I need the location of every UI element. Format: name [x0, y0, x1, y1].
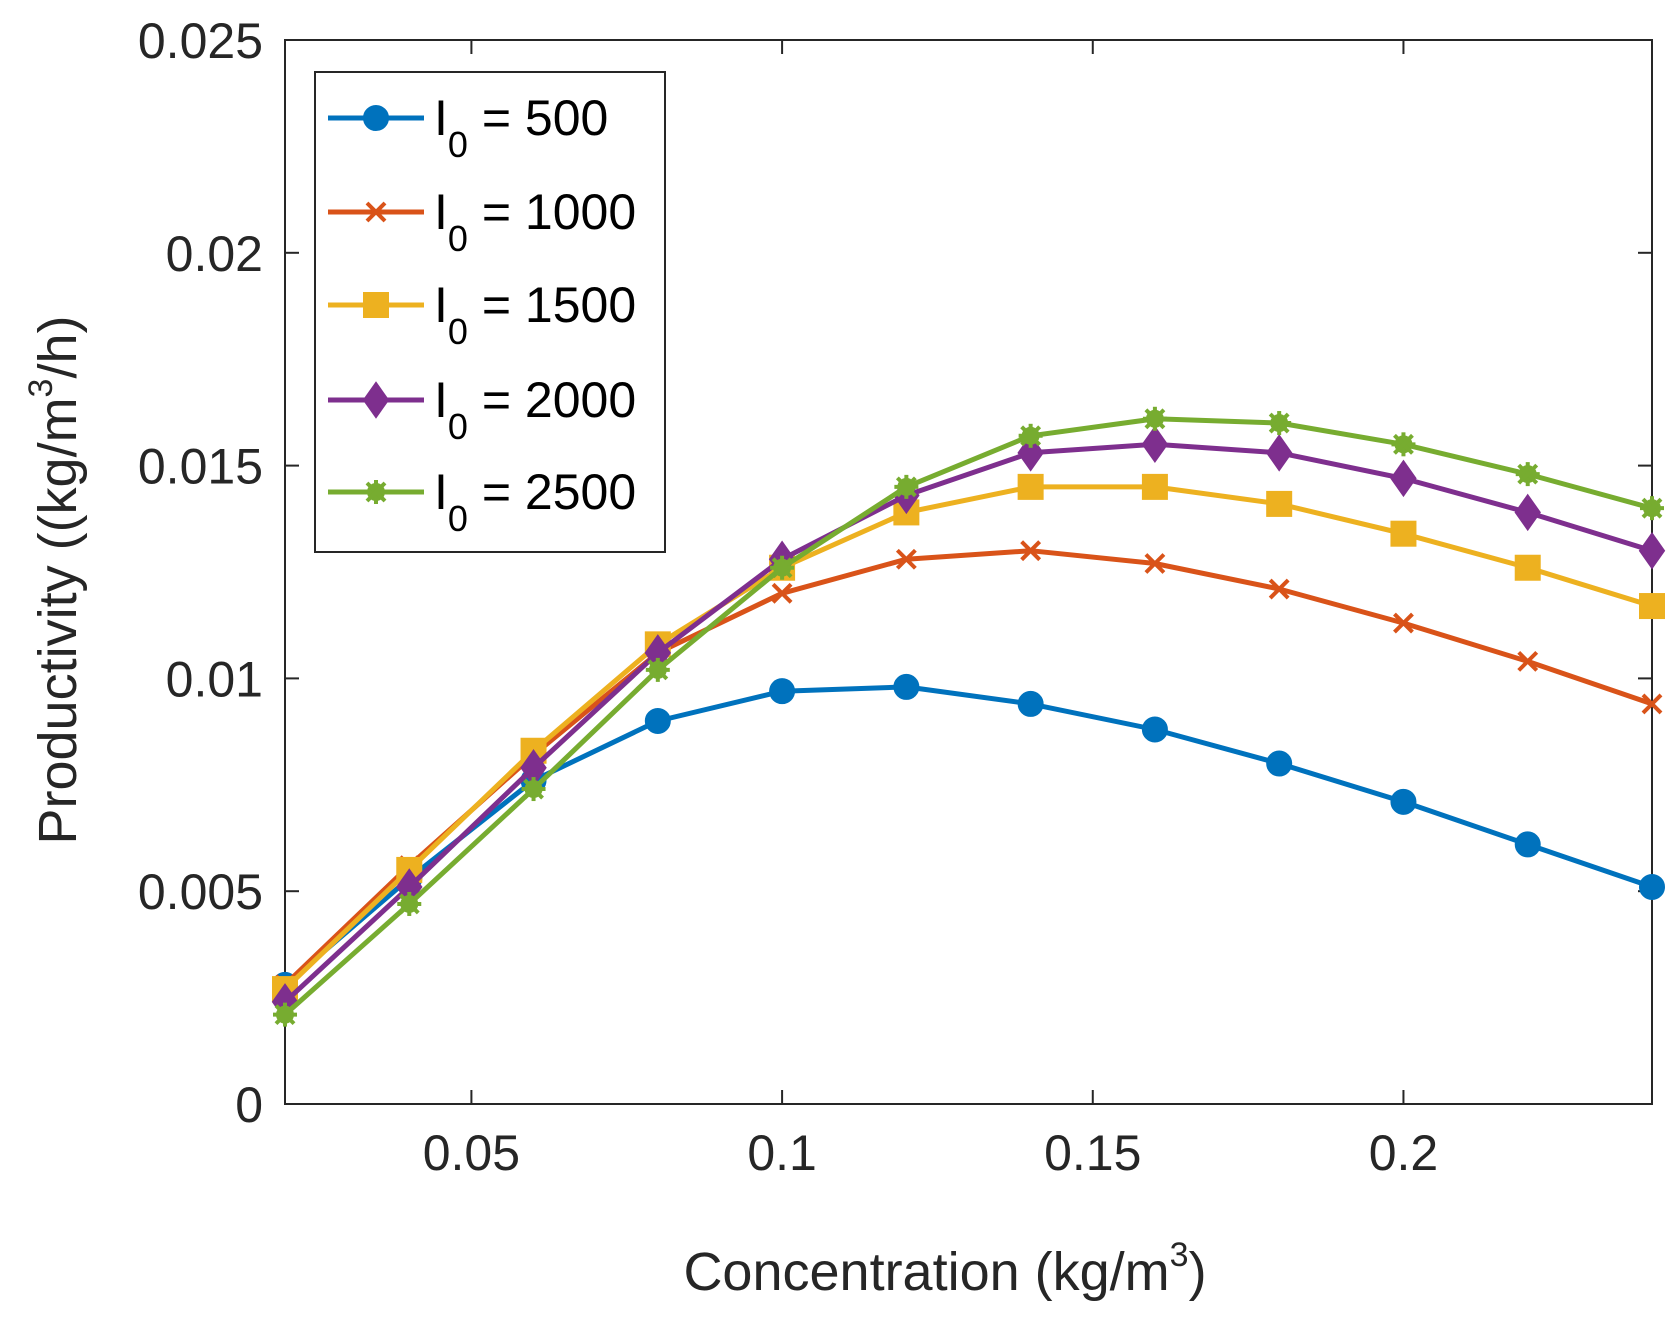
legend: I0 = 500 I0 = 1000 I0 = 1500 I0 = 2000 I0 = …	[314, 71, 666, 553]
data-point	[1141, 425, 1169, 464]
x-tick-label: 0.15	[1044, 1125, 1141, 1181]
data-point	[771, 582, 793, 604]
data-point	[1018, 423, 1043, 448]
data-point	[769, 678, 796, 705]
data-point	[1514, 554, 1541, 581]
data-point	[1638, 531, 1666, 570]
legend-marker	[365, 201, 387, 223]
legend-entry: I0 = 1000	[328, 184, 636, 259]
legend-label: I0 = 2500	[434, 464, 636, 539]
data-point	[1391, 432, 1416, 457]
data-point	[1020, 540, 1042, 562]
data-point	[1265, 434, 1293, 472]
data-point	[1144, 553, 1166, 574]
data-point	[521, 777, 546, 802]
y-tick-label: 0.005	[138, 864, 263, 920]
data-point	[1141, 716, 1168, 743]
legend-marker	[363, 105, 389, 131]
data-point	[1641, 693, 1663, 715]
data-point	[644, 707, 671, 734]
x-tick-label: 0.2	[1369, 1125, 1439, 1181]
data-point	[1393, 612, 1414, 634]
data-point	[1390, 459, 1417, 498]
data-point	[273, 1002, 297, 1027]
legend-label: I0 = 500	[434, 90, 608, 165]
legend-marker	[363, 292, 389, 318]
data-point	[1640, 496, 1664, 521]
legend-label: I0 = 1000	[434, 184, 636, 259]
data-point	[1017, 690, 1044, 717]
legend-entry: I0 = 500	[328, 90, 608, 165]
data-point	[397, 891, 422, 916]
data-point	[770, 555, 795, 580]
y-tick-label: 0.025	[138, 13, 263, 69]
data-series	[271, 406, 1666, 1027]
data-point	[1515, 462, 1540, 487]
series-line	[282, 441, 1655, 1005]
data-point	[893, 673, 920, 700]
data-point	[1267, 411, 1292, 436]
series-line	[282, 484, 1655, 992]
data-point	[1514, 493, 1541, 532]
data-point	[894, 474, 919, 499]
data-point	[1517, 650, 1539, 672]
data-point	[1017, 473, 1044, 500]
legend-marker	[364, 480, 388, 504]
data-point	[1266, 490, 1293, 517]
series-line	[282, 416, 1655, 1018]
data-point	[645, 657, 670, 682]
legend-entry: I0 = 1500	[328, 277, 636, 352]
x-tick-label: 0.05	[423, 1125, 520, 1181]
data-point	[1639, 593, 1665, 620]
data-point	[1390, 520, 1417, 547]
legend-label: I0 = 1500	[434, 277, 636, 352]
data-point	[1266, 750, 1293, 777]
data-point	[1142, 406, 1167, 431]
legend-label: I0 = 2000	[434, 372, 636, 447]
data-point	[895, 548, 917, 570]
legend-entry: I0 = 2000	[328, 372, 636, 447]
series-line	[282, 684, 1655, 988]
data-point	[1268, 578, 1290, 600]
y-tick-label: 0	[235, 1077, 263, 1133]
data-point	[1514, 831, 1541, 858]
y-axis-title: Productivity ((kg/m3/h)	[22, 315, 88, 844]
legend-marker	[362, 381, 390, 419]
data-point	[1639, 873, 1665, 900]
y-tick-label: 0.02	[166, 226, 263, 282]
data-point	[1141, 473, 1168, 500]
data-point	[1390, 788, 1417, 815]
x-tick-label: 0.1	[747, 1125, 817, 1181]
y-tick-label: 0.01	[166, 651, 263, 707]
x-axis-title: Concentration (kg/m3)	[683, 1236, 1206, 1302]
y-tick-label: 0.015	[138, 439, 263, 495]
series-2500	[273, 406, 1664, 1027]
legend-entry: I0 = 2500	[328, 464, 636, 539]
axis-ticks: 0 0.005 0.01 0.015 0.02 0.025 0.05 0.1 0.15 0.2	[138, 13, 1652, 1181]
